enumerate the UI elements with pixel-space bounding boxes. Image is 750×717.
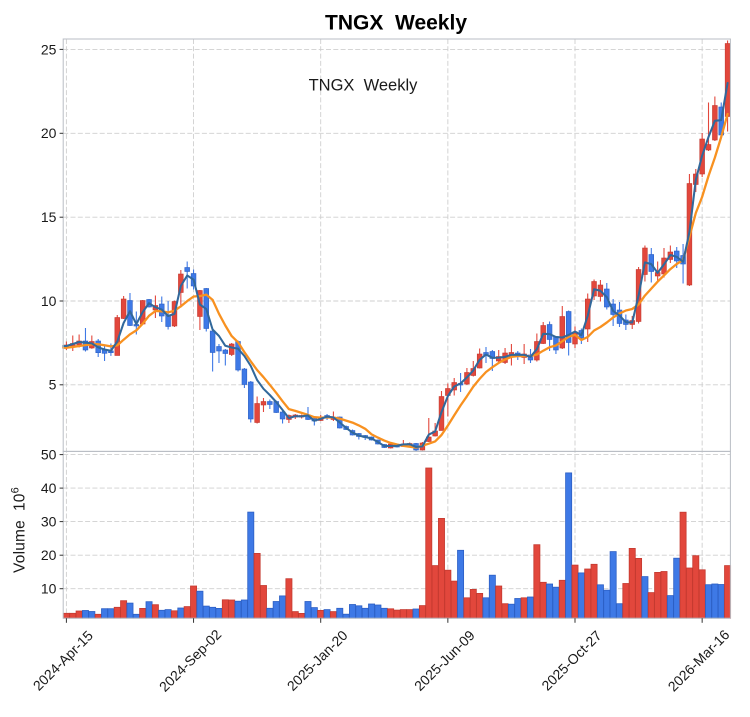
svg-text:40: 40 <box>41 480 57 496</box>
svg-text:Volume 106: Volume 106 <box>10 487 29 573</box>
svg-text:20: 20 <box>41 125 57 141</box>
svg-text:20: 20 <box>41 547 57 563</box>
svg-text:10: 10 <box>41 581 57 597</box>
svg-text:15: 15 <box>41 209 57 225</box>
svg-text:TNGX Weekly: TNGX Weekly <box>325 12 467 35</box>
svg-text:10: 10 <box>41 293 57 309</box>
svg-text:30: 30 <box>41 514 57 530</box>
svg-text:5: 5 <box>49 377 57 393</box>
svg-text:TNGX Weekly: TNGX Weekly <box>309 77 419 95</box>
svg-text:50: 50 <box>41 447 57 463</box>
svg-text:25: 25 <box>41 41 57 57</box>
